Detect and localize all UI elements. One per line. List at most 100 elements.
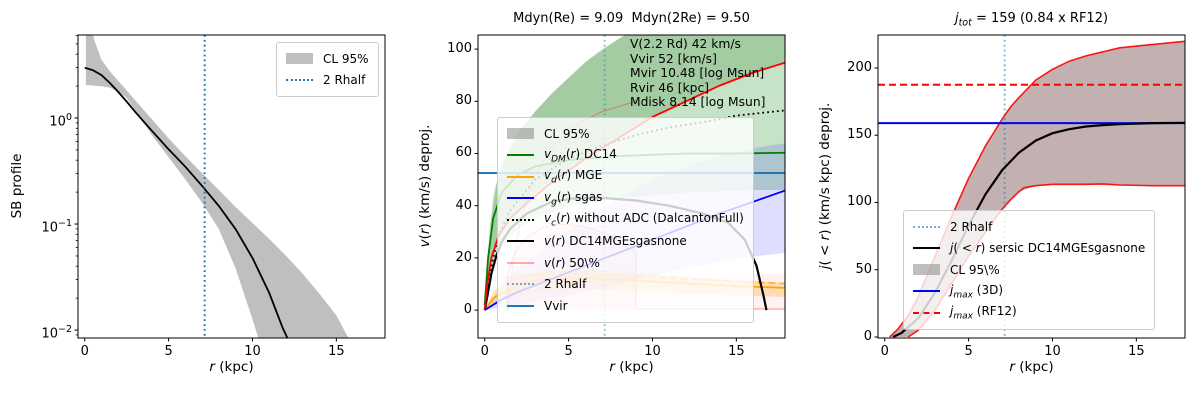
annotation-line: Mdisk 8.14 [log Msun] — [630, 95, 766, 110]
legend-key-line — [507, 283, 534, 286]
panel-angular-momentum-profile: jtot = 159 (0.84 x RF12) r (kpc) j( < r)… — [800, 0, 1200, 400]
legend-label: 2 Rhalf — [544, 277, 587, 292]
legend-key-line — [507, 175, 534, 178]
legend-item: vc(r) without ADC (DalcantonFull) — [507, 209, 744, 231]
legend-item: v(r) DC14MGEsgasnone — [507, 231, 744, 253]
legend-label: vg(r) sgas — [544, 189, 603, 207]
series-sb-line — [84, 66, 289, 338]
x-tick-label: 10 — [244, 344, 261, 359]
x-axis-label: r (kpc) — [609, 359, 654, 375]
x-tick-label: 15 — [328, 344, 345, 359]
y-tick-label: 20 — [455, 249, 472, 265]
y-axis-label: SB profile — [9, 153, 25, 219]
x-tick-label: 0 — [80, 344, 89, 359]
annotation-line: V(2.2 Rd) 42 km/s — [630, 37, 741, 51]
legend-key-patch — [507, 128, 534, 140]
legend-label: jmax (3D) — [950, 282, 1004, 300]
legend-key-line — [913, 311, 940, 314]
panel-sb-profile: r (kpc) SB profile CL 95% 2 Rhalf 0 5 10 15 1… — [0, 0, 400, 400]
y-tick-label: 60 — [455, 145, 472, 161]
legend-key-line — [913, 247, 940, 250]
panel-velocity-profile: Mdyn(Re) = 9.09 Mdyn(2Re) = 9.50 r (kpc)… — [400, 0, 800, 400]
x-tick-label: 5 — [964, 344, 973, 359]
y-tick-label: 80 — [455, 93, 472, 109]
annotation-box: V(2.2 Rd) 42 km/s Vvir 52 [km/s] Mvir 10.4… — [630, 37, 765, 110]
legend-key-line — [507, 240, 534, 243]
legend-item: vd(r) MGE — [507, 166, 744, 188]
legend-item: CL 95% — [286, 48, 369, 70]
y-tick-label: 50 — [855, 261, 872, 277]
legend: CL 95% 2 Rhalf — [276, 42, 379, 97]
y-tick-label: 10−1 — [41, 218, 72, 236]
y-tick-label: 0 — [863, 329, 872, 344]
legend-key-patch — [286, 53, 313, 65]
x-tick-label: 0 — [880, 344, 889, 359]
legend-label: vDM(r) DC14 — [544, 146, 617, 164]
annotation-line: Vvir 52 [km/s] — [630, 51, 717, 66]
legend-label: vc(r) without ADC (DalcantonFull) — [544, 211, 744, 229]
legend-key-line — [507, 304, 534, 307]
panel-title: Mdyn(Re) = 9.09 Mdyn(2Re) = 9.50 — [513, 11, 750, 26]
legend-item: 2 Rhalf — [507, 274, 744, 296]
legend-item: j( < r) sersic DC14MGEsgasnone — [913, 238, 1145, 260]
series-vdm-dark-overlay-band — [484, 35, 785, 311]
legend-label: 2 Rhalf — [323, 73, 366, 88]
legend-key-patch — [913, 264, 940, 276]
legend-label: 2 Rhalf — [950, 219, 993, 234]
x-tick-label: 0 — [480, 344, 489, 359]
legend-label: CL 95% — [544, 126, 590, 141]
annotation-line: Mvir 10.48 [log Msun] — [630, 66, 765, 81]
legend-label: Vvir — [544, 298, 568, 313]
legend-item: CL 95% — [507, 123, 744, 145]
x-tick-label: 5 — [164, 344, 173, 359]
legend-key-line — [507, 218, 534, 221]
panel-title: jtot = 159 (0.84 x RF12) — [954, 11, 1109, 29]
legend-item: vg(r) sgas — [507, 188, 744, 210]
legend-key-line — [913, 290, 940, 293]
x-tick-label: 15 — [728, 344, 745, 359]
legend-label: CL 95\% — [950, 262, 1000, 277]
x-tick-label: 10 — [644, 344, 661, 359]
legend-key-line — [507, 261, 534, 264]
legend-item: 2 Rhalf — [913, 216, 1145, 238]
y-tick-label: 10−2 — [41, 324, 72, 342]
legend-item: v(r) 50\% — [507, 252, 744, 274]
legend-key-line — [507, 197, 534, 200]
legend-label: j( < r) sersic DC14MGEsgasnone — [950, 241, 1146, 256]
y-axis-label: v(r) (km/s) deproj. — [417, 124, 433, 248]
legend-label: CL 95% — [323, 51, 369, 66]
y-tick-label: 150 — [847, 127, 872, 143]
x-tick-label: 15 — [1128, 344, 1145, 359]
axes-frame — [877, 34, 1186, 339]
x-axis-label: r (kpc) — [209, 359, 254, 375]
y-tick-label: 40 — [455, 197, 472, 213]
y-tick-label: 100 — [847, 194, 872, 210]
legend-item: jmax (3D) — [913, 281, 1145, 303]
axes-frame — [77, 34, 386, 339]
x-axis-label: r (kpc) — [1009, 359, 1054, 375]
legend-label: vd(r) MGE — [544, 168, 603, 186]
legend-item: 2 Rhalf — [286, 70, 369, 92]
legend-label: jmax (RF12) — [950, 304, 1017, 322]
legend-key-line — [913, 225, 940, 228]
legend: 2 Rhalf j( < r) sersic DC14MGEsgasnone CL … — [903, 210, 1156, 330]
legend-item: CL 95\% — [913, 259, 1145, 281]
legend: CL 95% vDM(r) DC14 vd(r) MGE vg(r) sgas vc(r… — [497, 117, 754, 323]
y-tick-label: 0 — [463, 302, 472, 318]
legend-key-line — [507, 154, 534, 157]
series-cl95-band — [85, 35, 349, 338]
legend-key-line — [286, 79, 313, 82]
sb-profile-plot — [74, 34, 386, 342]
x-tick-label: 10 — [1044, 344, 1061, 359]
axes-frame — [477, 34, 786, 339]
y-tick-label: 200 — [847, 59, 872, 75]
legend-item: jmax (RF12) — [913, 302, 1145, 324]
legend-item: vDM(r) DC14 — [507, 145, 744, 167]
y-tick-label: 100 — [447, 41, 472, 57]
legend-item: Vvir — [507, 295, 744, 317]
x-tick-label: 5 — [564, 344, 573, 359]
annotation-line: Rvir 46 [kpc] — [630, 80, 710, 95]
y-tick-label: 100 — [49, 112, 72, 130]
legend-label: v(r) DC14MGEsgasnone — [544, 234, 687, 249]
